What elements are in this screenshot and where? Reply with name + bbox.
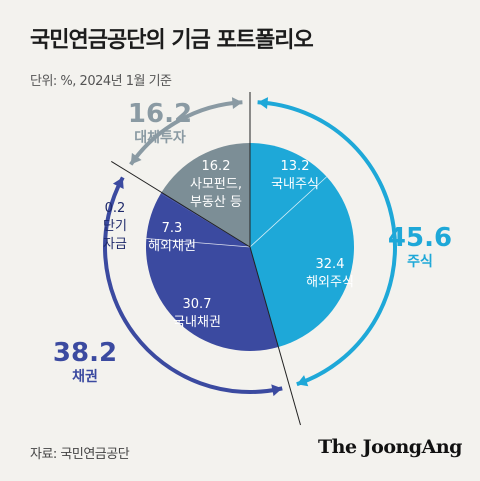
unit-note: 단위: %, 2024년 1월 기준 [30, 74, 172, 89]
slice-foreign-bonds [146, 193, 250, 247]
name-label-short-term-funds-line1: 단기 [103, 219, 127, 234]
group-value-stocks: 45.6 [388, 223, 452, 253]
name-label-alternative-line1: 사모펀드, [190, 177, 242, 192]
arc-bonds-arrowhead-start [271, 384, 283, 397]
group-name-alternative: 대체투자 [134, 130, 186, 146]
value-label-foreign-stocks: 32.4 [316, 257, 345, 272]
arc-stocks-arrowhead-start [257, 97, 269, 110]
source-note: 자료: 국민연금공단 [30, 447, 130, 462]
slice-foreign-stocks [250, 176, 354, 348]
name-label-alternative-line2: 부동산 등 [190, 195, 242, 210]
value-label-short-term-funds: 0.2 [105, 201, 126, 216]
name-label-foreign-stocks: 해외주식 [306, 275, 354, 290]
group-value-bonds: 38.2 [53, 338, 117, 368]
arc-alternative [129, 100, 243, 166]
arc-stocks-arrowhead-end [296, 375, 309, 387]
slice-alternative [161, 143, 250, 247]
slice-domestic-stocks [250, 143, 327, 247]
name-label-domestic-stocks: 국내주식 [271, 177, 319, 192]
value-label-foreign-bonds: 7.3 [162, 221, 183, 236]
group-name-bonds: 채권 [72, 369, 98, 385]
separator-bonds [146, 238, 251, 248]
arc-bonds [103, 176, 283, 394]
value-label-domestic-stocks: 13.2 [281, 159, 310, 174]
value-label-alternative: 16.2 [202, 159, 231, 174]
slice-domestic-bonds [146, 238, 279, 351]
publisher-logo: The JoongAng [318, 436, 462, 458]
arc-stocks [257, 100, 397, 387]
separator-stocks [249, 176, 327, 248]
name-label-foreign-bonds: 해외채권 [148, 239, 196, 254]
arc-alternative-arrowhead-start [130, 152, 142, 165]
name-label-short-term-funds-line2: 자금 [103, 237, 127, 252]
boundary-bonds-alternative [111, 160, 251, 248]
group-name-stocks: 주식 [407, 254, 433, 270]
group-value-alternative: 16.2 [128, 99, 192, 129]
chart-title: 국민연금공단의 기금 포트폴리오 [30, 28, 314, 53]
arc-bonds-arrowhead-end [112, 177, 124, 190]
name-label-domestic-bonds: 국내채권 [173, 315, 221, 330]
arc-alternative-arrowhead-end [231, 97, 243, 110]
value-label-domestic-bonds: 30.7 [183, 297, 212, 312]
boundary-stocks-bonds [249, 246, 301, 426]
